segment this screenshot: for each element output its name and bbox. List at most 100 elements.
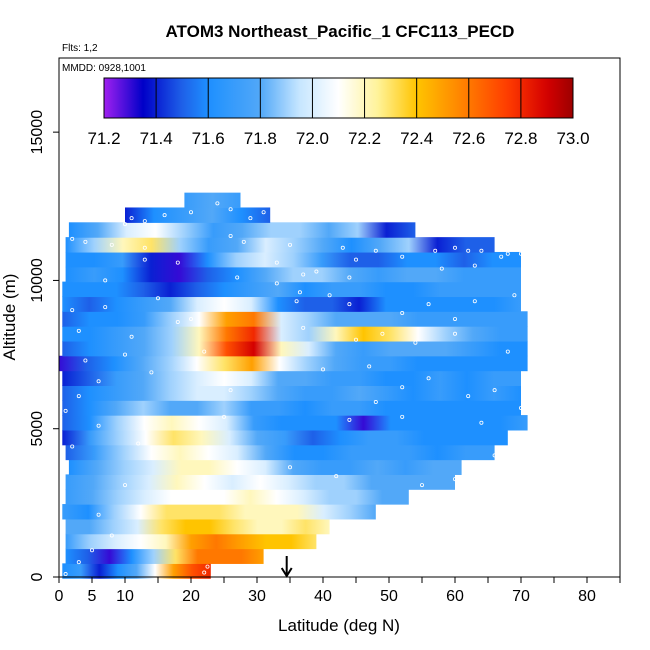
sample-point <box>353 337 358 342</box>
heatmap-layer <box>62 504 376 520</box>
x-tick-label: 5 <box>88 588 97 605</box>
sample-point <box>512 293 517 298</box>
heatmap-layer <box>65 533 317 550</box>
colorbar-scale <box>103 77 574 119</box>
sample-point <box>188 316 193 321</box>
x-tick-label: 0 <box>55 588 64 605</box>
colorbar-tick-label: 72.4 <box>400 129 433 148</box>
sample-point <box>485 462 490 467</box>
sample-point <box>287 242 292 247</box>
sample-point <box>413 340 418 345</box>
sample-point <box>297 290 302 295</box>
sample-point <box>142 245 147 250</box>
sample-point <box>519 438 524 443</box>
heatmap-layer <box>65 266 521 283</box>
sample-point <box>466 394 471 399</box>
sample-point <box>519 251 524 256</box>
sample-point <box>479 420 484 425</box>
sample-point <box>205 564 210 569</box>
sample-point <box>96 423 101 428</box>
plot-frame <box>58 57 621 578</box>
sample-point <box>400 414 405 419</box>
sample-point <box>353 257 358 262</box>
sample-point <box>347 417 352 422</box>
sample-point <box>472 263 477 268</box>
sample-point <box>202 570 207 575</box>
sample-point <box>452 245 457 250</box>
y-axis-label: Altitude (m) <box>0 274 19 361</box>
heatmap-layer <box>62 429 508 446</box>
x-tick-label: 20 <box>182 588 200 605</box>
x-axis: 0 5 10 20 30 40 50 60 70 80 <box>55 577 621 605</box>
y-tick-label: 5000 <box>29 411 46 447</box>
colorbar-tick-label: 71.6 <box>192 129 225 148</box>
sample-point <box>142 257 147 262</box>
sample-point <box>499 254 504 259</box>
sample-point <box>96 512 101 517</box>
sample-point <box>241 239 246 244</box>
heatmap-layer <box>65 444 495 461</box>
sample-point <box>83 239 88 244</box>
sample-points <box>63 198 524 577</box>
sample-point <box>149 370 154 375</box>
heatmap-layer <box>62 311 528 327</box>
sample-point <box>419 483 424 488</box>
sample-point <box>228 388 233 393</box>
sample-point <box>175 260 180 265</box>
sample-point <box>123 352 128 357</box>
sample-point <box>109 533 114 538</box>
sample-point <box>103 305 108 310</box>
latitude-marker-arrow <box>280 556 293 578</box>
sample-point <box>314 269 319 274</box>
sample-point <box>380 331 385 336</box>
x-tick-label: 10 <box>116 588 134 605</box>
heatmap-layer <box>62 370 522 387</box>
y-tick-label: 15000 <box>29 110 46 155</box>
heatmap-layer <box>62 281 522 298</box>
colorbar-tick-label: 73.0 <box>556 129 589 148</box>
heatmap-layer <box>68 459 462 475</box>
y-tick-label: 0 <box>29 572 46 581</box>
sample-point <box>340 245 345 250</box>
sample-point <box>287 465 292 470</box>
sample-point <box>433 248 438 253</box>
marker-head <box>280 567 293 578</box>
x-tick-label: 80 <box>578 588 596 605</box>
colorbar-ticks: 71.2 71.4 71.6 71.8 72.0 72.2 72.4 72.6 72.8 73.0 <box>87 78 590 148</box>
sample-point <box>320 367 325 372</box>
sample-point <box>76 328 81 333</box>
heatmap-layer <box>62 415 528 431</box>
sample-point <box>400 311 405 316</box>
sample-point <box>129 216 134 221</box>
heatmap-layer <box>62 385 522 401</box>
sample-point <box>479 248 484 253</box>
heatmap-layer <box>184 192 241 209</box>
sample-point <box>215 201 220 206</box>
x-tick-label: 70 <box>512 588 530 605</box>
sample-point <box>70 236 75 241</box>
heatmap-layer <box>62 326 528 342</box>
sample-point <box>301 272 306 277</box>
sample-point <box>347 275 352 280</box>
sample-point <box>261 210 266 215</box>
sample-point <box>301 325 306 330</box>
sample-point <box>70 444 75 449</box>
y-axis: 0 5000 10000 15000 <box>29 110 59 581</box>
sample-point <box>228 207 233 212</box>
sample-point <box>373 248 378 253</box>
chart-title: ATOM3 Northeast_Pacific_1 CFC113_PECD <box>166 22 515 41</box>
sample-point <box>103 278 108 283</box>
sample-point <box>123 483 128 488</box>
sample-point <box>90 548 95 553</box>
sample-point <box>505 251 510 256</box>
colorbar-tick-label: 72.8 <box>504 129 537 148</box>
sample-point <box>426 302 431 307</box>
sample-point <box>327 293 332 298</box>
sample-point <box>76 394 81 399</box>
sample-point <box>83 358 88 363</box>
sample-point <box>426 376 431 381</box>
sample-point <box>400 385 405 390</box>
sample-point <box>347 302 352 307</box>
sample-point <box>63 408 68 413</box>
sample-point <box>274 281 279 286</box>
